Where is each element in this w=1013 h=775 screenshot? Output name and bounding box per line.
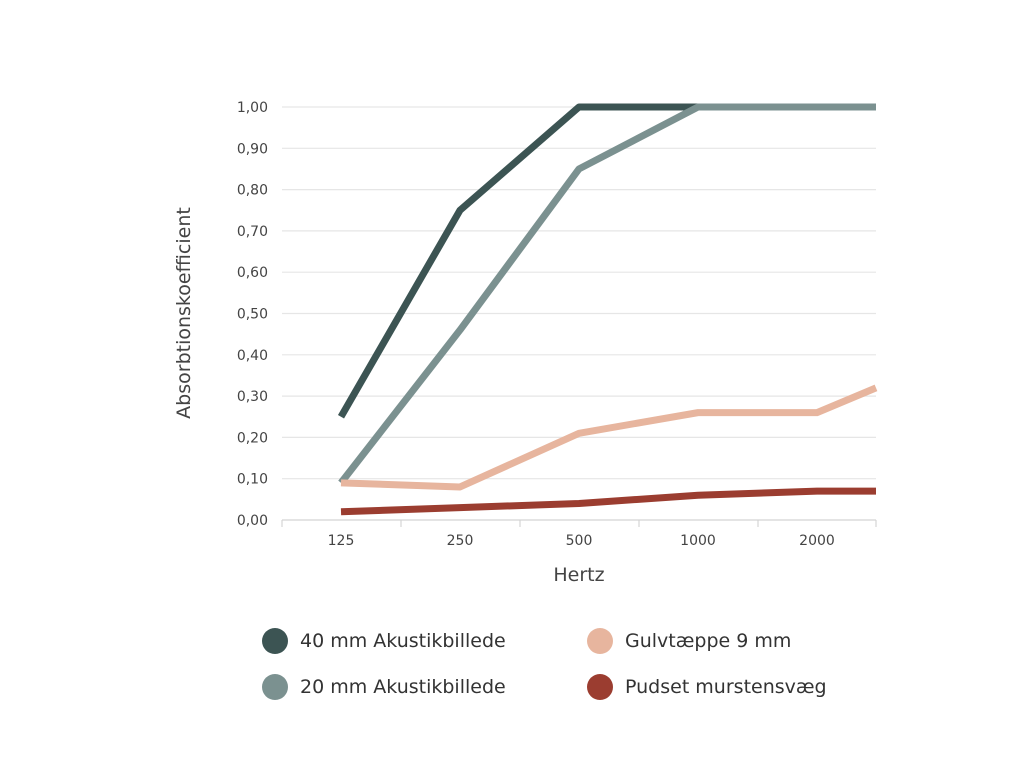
x-tick-label: 500 — [566, 533, 593, 549]
x-tick-label: 2000 — [799, 533, 835, 549]
series-line-2 — [338, 103, 876, 485]
legend-item: 40 mm Akustikbillede — [262, 628, 587, 654]
legend-label: 40 mm Akustikbillede — [300, 630, 506, 652]
x-axis — [281, 520, 877, 527]
y-tick-label: 0,70 — [237, 224, 268, 240]
legend-label: Pudset murstensvæg — [625, 676, 827, 698]
legend: 40 mm Akustikbillede Gulvtæppe 9 mm 20 mm … — [262, 628, 902, 700]
legend-item: Gulvtæppe 9 mm — [587, 628, 887, 654]
legend-swatch-icon — [262, 674, 288, 700]
legend-label: 20 mm Akustikbillede — [300, 676, 506, 698]
x-axis-ticks: 125 250 500 1000 2000 — [328, 533, 835, 549]
y-tick-label: 0,40 — [237, 348, 268, 364]
series-line-4 — [340, 487, 876, 516]
y-tick-label: 0,80 — [237, 183, 268, 199]
legend-item: 20 mm Akustikbillede — [262, 674, 587, 700]
y-tick-label: 1,00 — [237, 100, 268, 116]
y-tick-label: 0,20 — [237, 430, 268, 446]
legend-swatch-icon — [587, 674, 613, 700]
series-line-3 — [340, 384, 878, 491]
y-axis-ticks: 0,00 0,10 0,20 0,30 0,40 0,50 0,60 0,70 0,80 0,90… — [237, 100, 268, 529]
y-tick-label: 0,60 — [237, 265, 268, 281]
legend-swatch-icon — [587, 628, 613, 654]
y-tick-label: 0,30 — [237, 389, 268, 405]
legend-swatch-icon — [262, 628, 288, 654]
legend-item: Pudset murstensvæg — [587, 674, 887, 700]
y-axis-label: Absorbtionskoefficient — [173, 207, 195, 419]
grid-lines — [282, 106, 876, 521]
y-tick-label: 0,10 — [237, 472, 268, 488]
y-tick-label: 0,00 — [237, 513, 268, 529]
y-tick-label: 0,50 — [237, 307, 268, 323]
x-tick-label: 125 — [328, 533, 355, 549]
x-axis-label: Hertz — [553, 564, 604, 586]
y-tick-label: 0,90 — [237, 141, 268, 157]
x-tick-label: 250 — [447, 533, 474, 549]
x-tick-label: 1000 — [680, 533, 716, 549]
legend-label: Gulvtæppe 9 mm — [625, 630, 792, 652]
line-chart: 0,00 0,10 0,20 0,30 0,40 0,50 0,60 0,70 0,80 0,90… — [173, 100, 878, 586]
series-lines — [337, 103, 878, 516]
